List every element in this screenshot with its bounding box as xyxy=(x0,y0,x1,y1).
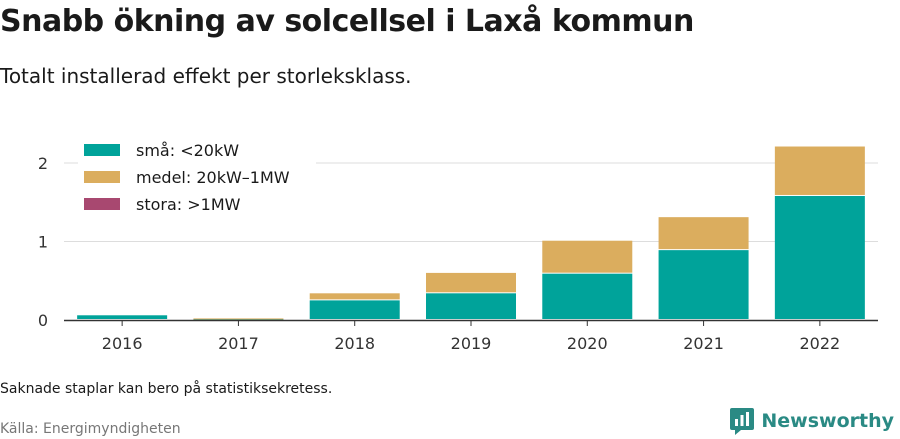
bar-segment-2017-s1[interactable] xyxy=(193,318,284,320)
bars xyxy=(77,146,865,321)
legend-swatch xyxy=(84,198,120,210)
bar-segment-2019-s1[interactable] xyxy=(426,272,516,293)
newsworthy-logo[interactable]: Newsworthy xyxy=(729,406,894,436)
x-tick-label: 2018 xyxy=(334,334,375,353)
bar-segment-2018-s1[interactable] xyxy=(309,293,400,300)
footnote: Saknade staplar kan bero på statistiksek… xyxy=(0,381,333,397)
legend: små: <20kW medel: 20kW–1MW stora: >1MW xyxy=(78,138,316,222)
brand-name: Newsworthy xyxy=(761,410,894,432)
x-tick-label: 2019 xyxy=(451,334,492,353)
legend-label: små: <20kW xyxy=(136,141,239,160)
x-tick-label: 2016 xyxy=(102,334,143,353)
legend-label: medel: 20kW–1MW xyxy=(136,168,290,187)
source-text: Källa: Energimyndigheten xyxy=(0,421,181,437)
chart-title: Snabb ökning av solcellsel i Laxå kommun xyxy=(0,4,694,39)
bar-segment-2021-s1[interactable] xyxy=(658,217,749,250)
y-tick-label: 1 xyxy=(38,233,48,252)
bar-segment-2022-s1[interactable] xyxy=(774,146,865,195)
bar-segment-2022-s0[interactable] xyxy=(774,195,865,319)
legend-label: stora: >1MW xyxy=(136,195,241,214)
x-tick-label: 2020 xyxy=(567,334,608,353)
chart-subtitle: Totalt installerad effekt per storlekskl… xyxy=(0,64,412,88)
x-tick-label: 2021 xyxy=(683,334,724,353)
legend-swatch xyxy=(84,144,120,156)
bar-segment-2016-s0[interactable] xyxy=(77,315,168,319)
bar-segment-2020-s1[interactable] xyxy=(542,240,633,273)
bar-segment-2019-s0[interactable] xyxy=(426,293,516,319)
x-tick-label: 2022 xyxy=(799,334,840,353)
bar-segment-2017-s0[interactable] xyxy=(193,319,284,321)
y-tick-label: 2 xyxy=(38,154,48,173)
bar-segment-2018-s0[interactable] xyxy=(309,300,400,319)
legend-swatch xyxy=(84,171,120,183)
axes: 0 1 2 2016 2017 2018 2019 2020 2021 2022 xyxy=(38,154,878,353)
newsworthy-logo-icon xyxy=(730,408,755,435)
stacked-bar-chart: 0 1 2 2016 2017 2018 2019 2020 2021 2022 små: <20… xyxy=(38,138,878,353)
bar-segment-2021-s0[interactable] xyxy=(658,250,749,319)
bar-segment-2020-s0[interactable] xyxy=(542,273,633,319)
y-tick-label: 0 xyxy=(38,311,48,330)
x-tick-label: 2017 xyxy=(218,334,259,353)
